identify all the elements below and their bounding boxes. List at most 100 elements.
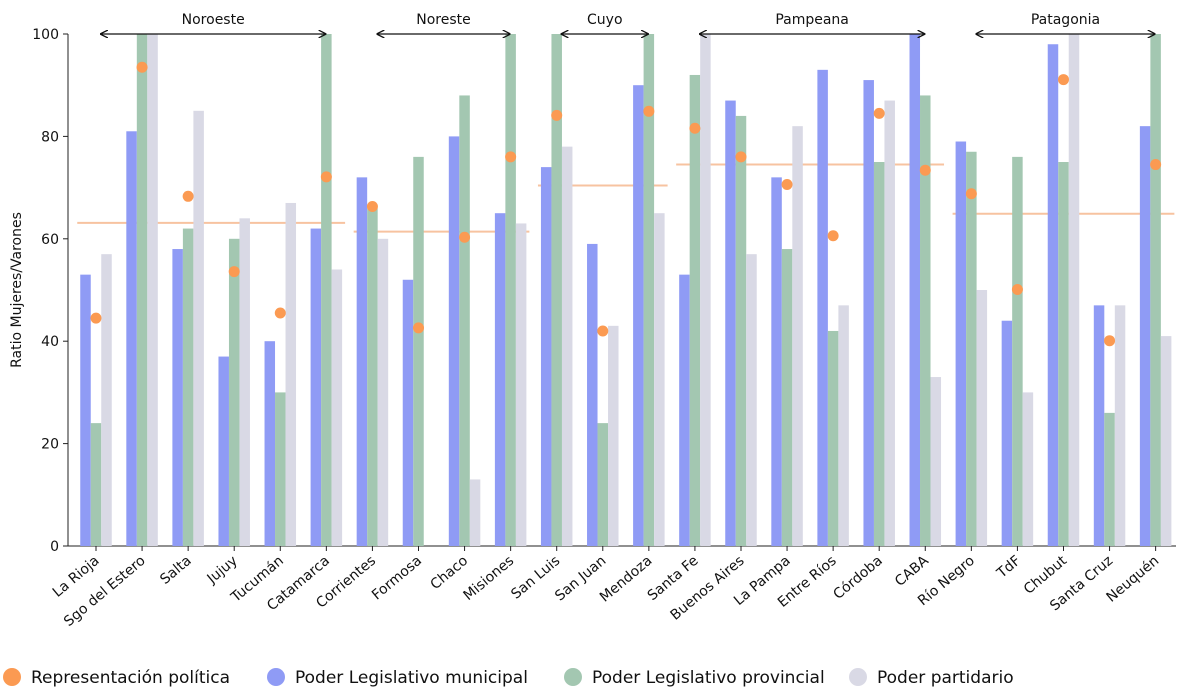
point-representacion-caba: [919, 164, 931, 176]
bar-poder-legislativo-provincial-jujuy: [228, 238, 240, 547]
bar-poder-partidario-la-rioja: [101, 254, 112, 546]
point-representacion-la-pampa: [781, 179, 793, 191]
bar-poder-legislativo-provincial-santa-cruz: [1104, 412, 1115, 546]
bar-poder-legislativo-provincial-la-pampa: [781, 249, 793, 547]
bar-poder-legislativo-municipal-jujuy: [218, 356, 229, 546]
legend-label-poder-partidario: Poder partidario: [877, 668, 1014, 688]
point-representacion-formosa: [412, 322, 424, 334]
points: [90, 61, 1162, 347]
point-representacion-la-rioja: [90, 312, 102, 324]
bar-poder-partidario-san-juan: [608, 325, 619, 546]
bar-poder-legislativo-municipal-chaco: [448, 136, 460, 546]
point-representacion-santa-cruz: [1104, 335, 1116, 347]
bar-poder-legislativo-municipal-catamarca: [310, 228, 322, 546]
bar-poder-partidario-neuquen: [1160, 336, 1172, 546]
x-tick-label-chaco: Chaco: [428, 553, 472, 593]
bar-poder-legislativo-municipal-chubut: [1047, 44, 1059, 547]
bar-poder-partidario-caba: [930, 377, 942, 546]
bar-poder-partidario-la-pampa: [792, 126, 803, 546]
bar-poder-partidario-chaco: [469, 479, 481, 546]
bar-poder-legislativo-municipal-santa-cruz: [1093, 305, 1105, 546]
bar-poder-legislativo-provincial-la-rioja: [90, 423, 102, 546]
legend-item-poder-partidario: Poder partidario: [849, 668, 1014, 688]
bar-poder-partidario-cordoba: [884, 100, 895, 546]
x-tick-label-formosa: Formosa: [369, 553, 425, 604]
bar-poder-legislativo-provincial-formosa: [413, 156, 424, 546]
bar-poder-legislativo-municipal-mendoza: [633, 85, 644, 546]
bar-poder-partidario-tucuman: [285, 202, 297, 546]
legend-label-representacion-politica: Representación política: [31, 668, 230, 688]
bar-poder-legislativo-provincial-neuquen: [1150, 34, 1161, 546]
legend-item-poder-legislativo-provincial: Poder Legislativo provincial: [564, 668, 825, 688]
bar-poder-legislativo-municipal-buenos-aires: [725, 100, 736, 546]
bar-poder-legislativo-municipal-la-rioja: [80, 274, 91, 546]
legend-marker-poder-legislativo-provincial: [564, 668, 582, 686]
bar-poder-partidario-salta: [193, 110, 204, 547]
legend-label-poder-legislativo-municipal: Poder Legislativo municipal: [295, 668, 528, 688]
bar-poder-partidario-entre-rios: [838, 305, 849, 546]
legend-item-representacion-politica: Representación política: [3, 668, 230, 688]
bar-poder-legislativo-municipal-formosa: [402, 279, 414, 546]
x-tick-label-tdf: TdF: [993, 553, 1024, 582]
point-representacion-rio-negro: [965, 188, 977, 200]
region-label-cuyo: Cuyo: [587, 12, 623, 28]
legend-marker-representacion-politica: [3, 668, 21, 686]
legend: Representación política Poder Legislativo…: [3, 668, 1014, 688]
bar-poder-legislativo-municipal-salta: [172, 249, 183, 547]
y-tick-label: 60: [41, 232, 59, 248]
legend-item-poder-legislativo-municipal: Poder Legislativo municipal: [267, 668, 528, 688]
point-representacion-tdf: [1011, 283, 1023, 295]
point-representacion-mendoza: [643, 105, 655, 117]
bar-poder-legislativo-municipal-entre-rios: [817, 69, 828, 546]
region-label-noreste: Noreste: [416, 12, 471, 28]
bar-poder-legislativo-provincial-cordoba: [873, 162, 885, 546]
bar-poder-legislativo-municipal-sgo-del-estero: [126, 131, 137, 546]
point-representacion-tucuman: [274, 307, 286, 319]
point-representacion-jujuy: [228, 266, 240, 278]
bar-poder-partidario-santa-fe: [700, 34, 711, 546]
legend-marker-poder-partidario: [849, 668, 867, 686]
x-tick-label-salta: Salta: [157, 553, 194, 588]
x-tick-label-cordoba: Córdoba: [830, 553, 885, 603]
bar-poder-legislativo-provincial-misiones: [505, 34, 516, 546]
bar-poder-legislativo-provincial-buenos-aires: [735, 115, 747, 547]
y-tick-label: 100: [32, 27, 59, 43]
bar-poder-legislativo-municipal-la-pampa: [771, 177, 782, 547]
bar-poder-legislativo-provincial-santa-fe: [689, 74, 701, 547]
legend-label-poder-legislativo-provincial: Poder Legislativo provincial: [592, 668, 825, 688]
x-tick-label-caba: CABA: [892, 553, 932, 590]
point-representacion-salta: [182, 190, 194, 202]
y-tick-label: 0: [50, 539, 59, 555]
bar-poder-legislativo-municipal-rio-negro: [955, 141, 967, 546]
point-representacion-chubut: [1057, 74, 1069, 86]
bar-poder-legislativo-provincial-caba: [920, 95, 931, 546]
point-representacion-buenos-aires: [735, 151, 747, 163]
point-representacion-neuquen: [1150, 159, 1162, 171]
point-representacion-misiones: [505, 151, 517, 163]
point-representacion-corrientes: [366, 201, 378, 213]
bar-poder-partidario-jujuy: [239, 218, 250, 546]
point-representacion-san-luis: [551, 109, 563, 121]
point-representacion-cordoba: [873, 107, 885, 119]
region-label-pampeana: Pampeana: [775, 12, 849, 28]
y-tick-label: 20: [41, 437, 59, 453]
x-tick-label-jujuy: Jujuy: [204, 553, 241, 588]
y-tick-label: 80: [41, 129, 59, 145]
legend-marker-poder-legislativo-municipal: [267, 668, 285, 686]
bar-poder-legislativo-municipal-santa-fe: [679, 274, 690, 546]
bar-poder-partidario-misiones: [515, 223, 527, 546]
bar-poder-partidario-rio-negro: [976, 290, 988, 546]
point-representacion-santa-fe: [689, 122, 701, 134]
bar-poder-partidario-mendoza: [654, 213, 665, 546]
bars: [80, 34, 1172, 547]
bar-poder-partidario-buenos-aires: [746, 254, 757, 546]
region-label-noroeste: Noroeste: [182, 12, 245, 28]
x-tick-label-sgo-del-estero: Sgo del Estero: [61, 553, 149, 630]
bar-poder-partidario-santa-cruz: [1114, 305, 1126, 546]
bar-poder-legislativo-municipal-misiones: [494, 213, 506, 546]
bar-poder-legislativo-municipal-san-luis: [540, 167, 552, 546]
region-label-patagonia: Patagonia: [1031, 12, 1100, 28]
bar-poder-legislativo-municipal-neuquen: [1139, 126, 1151, 546]
bar-poder-legislativo-provincial-san-juan: [597, 423, 609, 546]
